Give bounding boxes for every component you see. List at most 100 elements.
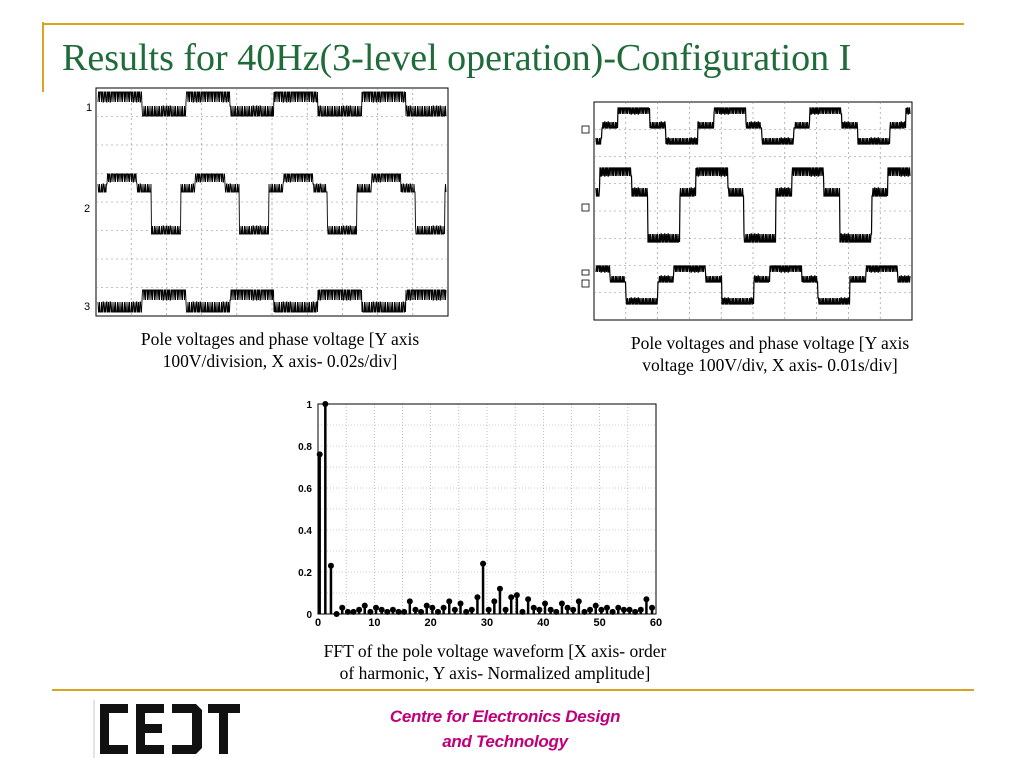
fft-xtick-50: 50 [594,617,606,629]
fft-frame [280,384,672,632]
footer-line-2: and Technology [442,732,568,751]
fft-marker-47 [581,608,588,615]
fft-marker-33 [502,606,509,613]
fft-chart: 0 10 20 30 40 50 60 0 0.2 0.4 0.6 0.8 1 [280,384,672,632]
fft-marker-25 [457,600,464,607]
fft-marker-6 [350,608,357,615]
fft-marker-43 [558,600,565,607]
fft-marker-56 [632,608,639,615]
fft-marker-54 [620,606,627,613]
waveform-trace [595,265,911,305]
fft-ytick-0.4: 0.4 [298,526,312,537]
right-scope-waves [595,107,911,305]
channel-label-3: 3 [84,301,90,313]
fft-marker-17 [412,606,419,613]
channel-label-2: 2 [84,203,90,215]
fft-marker-30 [485,606,492,613]
fft-marker-37 [525,596,532,603]
fft-marker-7 [356,606,363,613]
fft-marker-53 [615,604,622,611]
slide-title: Results for 40Hz(3-level operation)-Conf… [62,37,852,79]
fft-ytick-0: 0 [306,610,312,621]
fft-caption-line-2: of harmonic, Y axis- Normalized amplitud… [339,663,651,683]
fft-xtick-10: 10 [368,617,380,629]
fft-marker-34 [508,594,515,601]
right-scope-channel-markers [581,125,590,288]
right-scope-panel [581,101,913,321]
fft-tick-labels: 0 10 20 30 40 50 60 0 0.2 0.4 0.6 0.8 1 [298,400,662,629]
footer-divider [52,689,974,691]
fft-marker-14 [395,608,402,615]
fft-marker-36 [519,608,526,615]
channel-label-1: 1 [86,102,92,114]
fft-marker-45 [570,606,577,613]
fft-marker-27 [468,606,475,613]
fft-ytick-0.6: 0.6 [298,484,312,495]
title-accent-horizontal [42,23,964,25]
fft-marker-35 [513,592,520,599]
fft-marker-52 [609,608,616,615]
fft-marker-32 [496,585,503,592]
fft-marker-22 [440,604,447,611]
fft-plot-border [317,403,657,615]
fft-marker-39 [536,606,543,613]
fft-marker-15 [401,608,408,615]
fft-marker-59 [649,604,656,611]
fft-marker-40 [542,600,549,607]
waveform-trace [97,289,447,313]
fft-marker-57 [637,606,644,613]
fft-marker-51 [603,604,610,611]
fft-marker-50 [598,606,605,613]
fft-marker-42 [553,608,560,615]
right-scope-caption: Pole voltages and phase voltage [Y axis … [560,332,980,376]
fft-marker-48 [587,606,594,613]
fft-marker-5 [344,608,351,615]
footer-organization: Centre for Electronics Design and Techno… [330,704,680,754]
fft-marker-2 [327,562,334,569]
fft-marker-18 [418,608,425,615]
waveform-trace [595,107,911,145]
fft-xtick-20: 20 [425,617,437,629]
fft-marker-44 [564,604,571,611]
fft-xtick-60: 60 [650,617,662,629]
left-caption-line-1: Pole voltages and phase voltage [Y axis [140,329,420,349]
fft-marker-19 [423,602,430,609]
waveform-trace [97,173,447,235]
footer-line-1: Centre for Electronics Design [389,707,621,726]
fft-marker-10 [373,604,380,611]
logo-text: CEDT [169,757,172,759]
fft-caption-line-1: FFT of the pole voltage waveform [X axis… [323,641,667,661]
fft-marker-24 [451,606,458,613]
fft-ytick-1: 1 [306,400,312,411]
fft-marker-58 [643,596,650,603]
fft-xtick-0: 0 [315,617,321,629]
fft-marker-20 [429,604,436,611]
fft-ytick-0.8: 0.8 [298,442,312,453]
fft-marker-12 [384,608,391,615]
fft-marker-29 [480,560,487,567]
fft-marker-4 [339,604,346,611]
fft-caption: FFT of the pole voltage waveform [X axis… [250,640,740,684]
waveform-trace [97,91,447,117]
fft-xtick-40: 40 [537,617,549,629]
fft-marker-38 [530,604,537,611]
left-scope-caption: Pole voltages and phase voltage [Y axis … [70,328,490,372]
fft-marker-28 [474,594,481,601]
fft-marker-46 [575,598,582,605]
fft-marker-41 [547,606,554,613]
waveform-trace [595,167,911,243]
fft-marker-55 [626,606,633,613]
fft-marker-26 [463,608,470,615]
fft-marker-31 [491,598,498,605]
fft-grid [318,404,656,614]
left-scope-grid [96,88,448,316]
fft-ytick-0.2: 0.2 [298,568,312,579]
fft-marker-49 [592,602,599,609]
fft-xtick-30: 30 [481,617,493,629]
fft-bars [316,401,656,617]
fft-marker-23 [446,598,453,605]
left-caption-line-2: 100V/division, X axis- 0.02s/div] [162,351,398,371]
right-caption-line-2: voltage 100V/div, X axis- 0.01s/div] [642,355,898,375]
fft-marker-13 [389,606,396,613]
fft-marker-9 [367,608,374,615]
